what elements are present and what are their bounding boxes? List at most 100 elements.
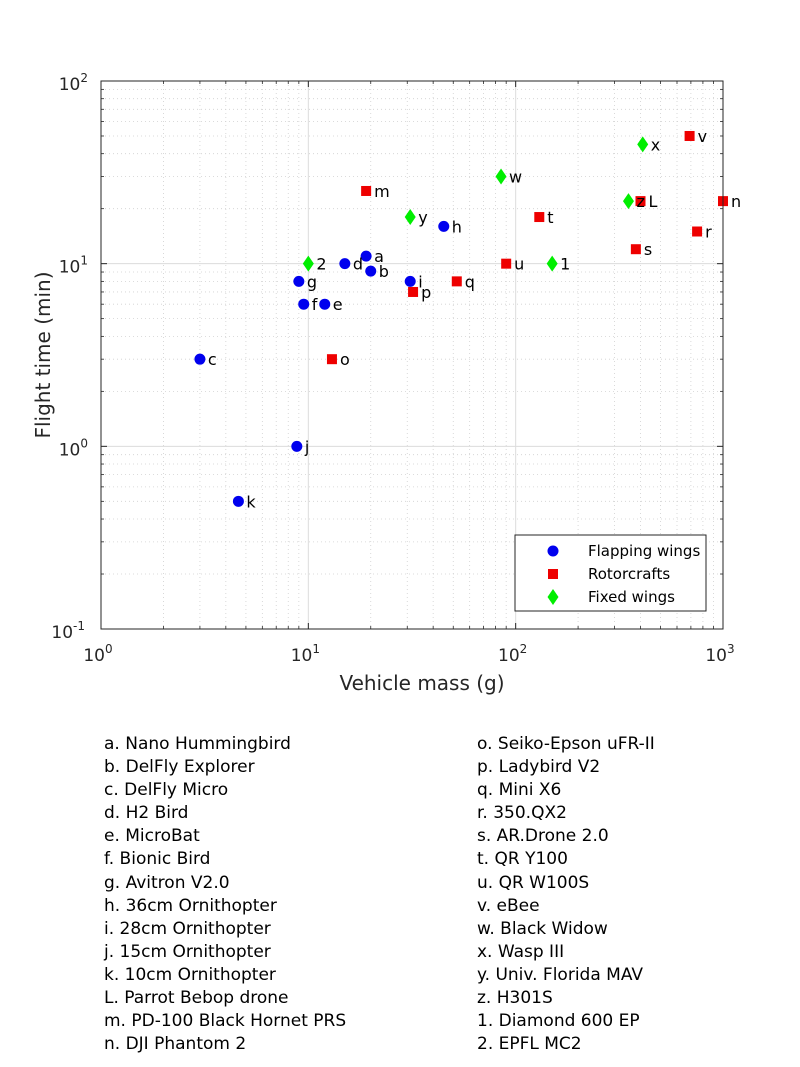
point-d <box>339 258 351 270</box>
point-label-q: q <box>465 272 475 291</box>
point-q <box>451 276 462 287</box>
point-v <box>684 130 695 141</box>
vehicle-list-item: t. QR Y100 <box>477 849 568 870</box>
point-label-e: e <box>333 295 343 314</box>
point-label-w: w <box>509 168 522 187</box>
point-f <box>298 298 310 310</box>
point-label-j: j <box>304 437 309 456</box>
legend-label: Rotorcrafts <box>588 565 670 583</box>
vehicle-list-item: d. H2 Bird <box>104 803 189 824</box>
vehicle-list-item: h. 36cm Ornithopter <box>104 895 277 916</box>
point-k <box>232 495 244 507</box>
point-w <box>495 168 507 185</box>
point-label-p: p <box>421 283 431 302</box>
vehicle-list-item: c. DelFly Micro <box>104 780 229 801</box>
x-tick-label: 101 <box>291 642 320 666</box>
point-label-L: L <box>648 192 657 211</box>
vehicle-list-item: v. eBee <box>477 895 540 916</box>
vehicle-list-item: s. AR.Drone 2.0 <box>477 826 609 847</box>
point-label-i: i <box>418 272 422 291</box>
chart-legend: Flapping wings Rotorcrafts Fixed wings <box>514 534 707 612</box>
point-label-d: d <box>353 255 363 274</box>
x-tick-label: 102 <box>498 642 527 666</box>
point-label-r: r <box>705 223 712 242</box>
point-label-z: z <box>636 192 644 211</box>
vehicle-list-item: f. Bionic Bird <box>104 849 211 870</box>
point-j <box>291 440 303 452</box>
point-x <box>637 136 649 153</box>
vehicle-list-item: g. Avitron V2.0 <box>104 872 230 893</box>
point-label-o: o <box>340 350 350 369</box>
point-L <box>635 196 646 207</box>
point-i <box>404 275 416 287</box>
point-label-f: f <box>312 295 318 314</box>
point-m <box>361 185 372 196</box>
legend-marker <box>548 569 558 579</box>
point-label-a: a <box>374 247 384 266</box>
vehicle-list-item: w. Black Widow <box>477 918 608 939</box>
vehicle-list-item: m. PD-100 Black Hornet PRS <box>104 1011 347 1032</box>
x-axis-label: Vehicle mass (g) <box>339 671 504 695</box>
point-z <box>622 193 634 210</box>
point-b <box>365 265 377 277</box>
legend-label: Fixed wings <box>588 588 675 606</box>
vehicle-list-item: i. 28cm Ornithopter <box>104 918 271 939</box>
vehicle-list-item: u. QR W100S <box>477 872 590 893</box>
point-label-b: b <box>379 262 389 281</box>
point-p <box>408 286 419 297</box>
vehicle-list-item: 1. Diamond 600 EP <box>477 1011 640 1032</box>
point-label-t: t <box>547 208 553 227</box>
point-label-n: n <box>731 192 741 211</box>
vehicle-list-item: L. Parrot Bebop drone <box>104 988 289 1009</box>
plot-frame <box>100 80 724 630</box>
point-label-h: h <box>452 217 462 236</box>
vehicle-list-item: p. Ladybird V2 <box>477 757 601 778</box>
point-label-g: g <box>307 272 317 291</box>
point-s <box>630 244 641 255</box>
vehicle-list-item: b. DelFly Explorer <box>104 757 255 778</box>
legend-marker <box>547 545 559 557</box>
vehicle-list-item: e. MicroBat <box>104 826 200 847</box>
point-1 <box>546 255 558 272</box>
y-tick-label: 102 <box>59 71 88 95</box>
point-label-y: y <box>418 208 427 227</box>
y-axis-label: Flight time (min) <box>31 271 55 438</box>
vehicle-list-item: z. H301S <box>477 988 553 1009</box>
vehicle-list-item: 2. EPFL MC2 <box>477 1034 582 1055</box>
vehicle-list-item: k. 10cm Ornithopter <box>104 964 276 985</box>
vehicle-list-item: r. 350.QX2 <box>477 803 567 824</box>
vehicle-list-item: j. 15cm Ornithopter <box>104 941 271 962</box>
point-c <box>194 353 206 365</box>
y-tick-label: 100 <box>59 436 88 460</box>
point-u <box>501 258 512 269</box>
point-o <box>326 354 337 365</box>
vehicle-list-item: o. Seiko-Epson uFR-II <box>477 734 655 754</box>
point-a <box>360 250 372 262</box>
legend-box <box>514 534 707 612</box>
vehicle-list-item: x. Wasp III <box>477 941 565 962</box>
point-label-x: x <box>651 135 660 154</box>
point-2 <box>302 255 314 272</box>
point-r <box>692 226 703 237</box>
legend-marker <box>547 589 559 605</box>
point-t <box>534 212 545 223</box>
point-label-u: u <box>514 255 524 274</box>
vehicle-list-left: a. Nano Hummingbird b. DelFly Explorer c. … <box>104 733 346 1056</box>
vehicle-list-right: o. Seiko-Epson uFR-II p. Ladybird V2 q. Mi… <box>477 733 655 1056</box>
vehicle-list-item: y. Univ. Florida MAV <box>477 964 643 985</box>
point-label-k: k <box>246 492 256 511</box>
vehicle-list-item: q. Mini X6 <box>477 780 562 801</box>
vehicle-list-item: a. Nano Hummingbird <box>104 734 291 754</box>
point-h <box>438 220 450 232</box>
point-label-m: m <box>374 182 390 201</box>
y-tick-label: 10-1 <box>51 619 85 643</box>
point-e <box>319 298 331 310</box>
point-label-2: 2 <box>316 255 326 274</box>
legend-label: Flapping wings <box>588 542 700 560</box>
vehicle-list-item: n. DJI Phantom 2 <box>104 1034 247 1055</box>
point-label-v: v <box>698 127 707 146</box>
x-tick-label: 100 <box>83 642 112 666</box>
y-tick-label: 101 <box>59 254 88 278</box>
point-y <box>404 209 416 226</box>
